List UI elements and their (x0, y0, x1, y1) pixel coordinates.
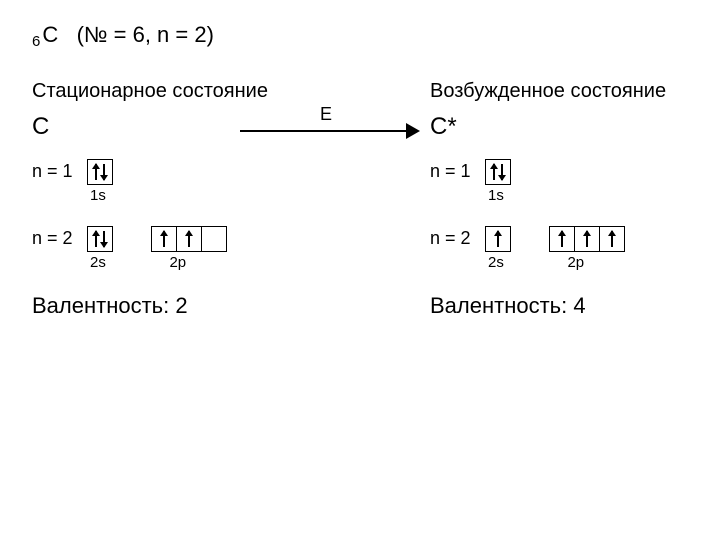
right-n2-orbitals: 2s 2р (485, 226, 625, 271)
left-n1-row: n = 1 1s (32, 159, 332, 204)
header-subscript: 6 (32, 33, 40, 50)
spin-up-icon (93, 231, 99, 247)
spin-up-icon (584, 231, 590, 247)
orbital-box (574, 226, 600, 252)
header: 6C (№ = 6, n = 2) (32, 22, 214, 50)
left-n1-label: n = 1 (32, 159, 87, 182)
electron-pair (559, 231, 565, 247)
electron-pair (161, 231, 167, 247)
spin-up-icon (186, 231, 192, 247)
electron-pair (609, 231, 615, 247)
electron-pair (584, 231, 590, 247)
orbital-box (549, 226, 575, 252)
left-2s-boxrow (87, 226, 113, 252)
left-column: Стационарное состояние C n = 1 1s n = 2 … (32, 80, 332, 319)
page: 6C (№ = 6, n = 2) E Стационарное состоян… (0, 0, 720, 540)
right-2s-group: 2s (485, 226, 511, 271)
orbital-box (87, 159, 113, 185)
electron-pair (186, 231, 192, 247)
spin-down-icon (499, 164, 505, 180)
right-n1-label: n = 1 (430, 159, 485, 182)
right-n2-label: n = 2 (430, 226, 485, 249)
right-n1-boxrow (485, 159, 511, 185)
orbital-box (599, 226, 625, 252)
spin-down-icon (101, 231, 107, 247)
spin-down-icon (101, 164, 107, 180)
left-2s-label: 2s (90, 254, 106, 271)
right-2p-group: 2р (549, 226, 625, 271)
electron-pair (93, 231, 107, 247)
left-n1-boxrow (87, 159, 113, 185)
electron-pair (93, 164, 107, 180)
electron-pair (495, 231, 501, 247)
right-n1-orbitals: 1s (485, 159, 511, 204)
spin-up-icon (559, 231, 565, 247)
right-n1-row: n = 1 1s (430, 159, 720, 204)
header-params: (№ = 6, n = 2) (77, 22, 214, 47)
right-2p-label: 2р (567, 254, 584, 271)
header-element: C (42, 22, 58, 47)
left-valency: Валентность: 2 (32, 293, 332, 319)
left-1s-label: 1s (90, 187, 106, 204)
left-2p-label: 2р (169, 254, 186, 271)
right-column: Возбужденное состояние C* n = 1 1s n = 2… (430, 80, 720, 319)
spin-up-icon (495, 231, 501, 247)
right-symbol: C* (430, 113, 720, 141)
left-title: Стационарное состояние (32, 80, 332, 103)
orbital-box (485, 159, 511, 185)
spin-up-icon (161, 231, 167, 247)
right-1s-label: 1s (488, 187, 504, 204)
right-2p-boxrow (549, 226, 625, 252)
right-2s-boxrow (485, 226, 511, 252)
right-title: Возбужденное состояние (430, 80, 720, 103)
orbital-box (87, 226, 113, 252)
left-n1-orbitals: 1s (87, 159, 113, 204)
left-n2-orbitals: 2s 2р (87, 226, 227, 271)
right-valency: Валентность: 4 (430, 293, 720, 319)
orbital-box (485, 226, 511, 252)
left-2p-boxrow (151, 226, 227, 252)
transition-head (406, 123, 420, 139)
orbital-box (176, 226, 202, 252)
left-n2-label: n = 2 (32, 226, 87, 249)
orbital-box (151, 226, 177, 252)
electron-pair (491, 164, 505, 180)
left-symbol: C (32, 113, 332, 141)
spin-up-icon (491, 164, 497, 180)
right-n2-row: n = 2 2s 2р (430, 226, 720, 271)
left-2p-group: 2р (151, 226, 227, 271)
orbital-box (201, 226, 227, 252)
left-2s-group: 2s (87, 226, 113, 271)
left-n2-row: n = 2 2s 2р (32, 226, 332, 271)
spin-up-icon (93, 164, 99, 180)
spin-up-icon (609, 231, 615, 247)
right-2s-label: 2s (488, 254, 504, 271)
